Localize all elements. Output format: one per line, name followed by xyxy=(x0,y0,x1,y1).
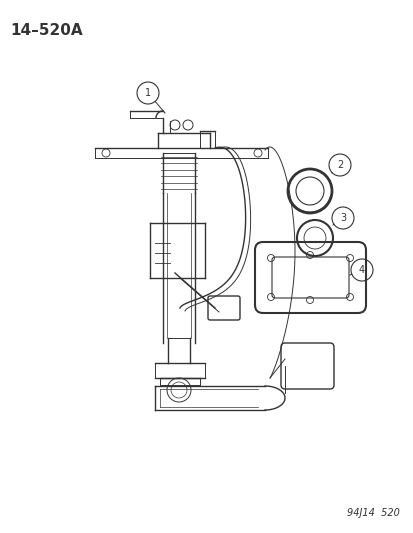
Text: 94J14  520: 94J14 520 xyxy=(346,508,399,518)
Text: 4: 4 xyxy=(358,265,364,275)
Text: 2: 2 xyxy=(336,160,342,170)
Text: 1: 1 xyxy=(145,88,151,98)
Text: 3: 3 xyxy=(339,213,345,223)
Text: 14–520A: 14–520A xyxy=(10,23,83,38)
